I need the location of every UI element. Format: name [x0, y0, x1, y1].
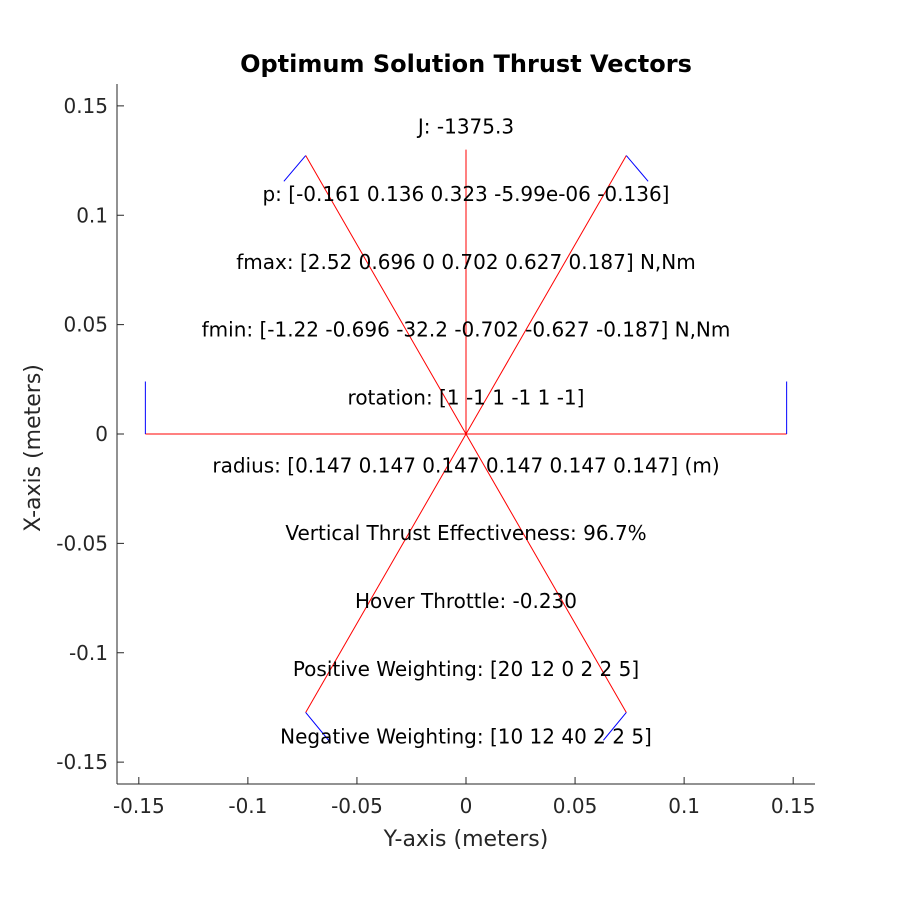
- y-tick-label: 0.1: [76, 203, 108, 227]
- x-tick-label: 0.15: [771, 794, 816, 818]
- x-tick-label: 0.05: [553, 794, 598, 818]
- plot-marks: [144, 149, 788, 741]
- y-tick-label: 0.15: [63, 94, 108, 118]
- x-axis-label: Y-axis (meters): [383, 827, 549, 852]
- series-line-11: [305, 712, 329, 741]
- y-tick-label: -0.05: [56, 531, 108, 555]
- y-tick-label: 0.05: [63, 313, 108, 337]
- series-line-8: [625, 155, 649, 182]
- x-tick-label: -0.05: [331, 794, 383, 818]
- series-line-12: [603, 712, 627, 741]
- annotation-4: rotation: [1 -1 1 -1 1 -1]: [348, 386, 585, 410]
- x-tick-label: 0: [460, 794, 473, 818]
- series-line-9: [283, 155, 307, 182]
- series-line-1: [465, 155, 627, 435]
- y-tick-label: -0.15: [56, 750, 108, 774]
- annotation-3: fmin: [-1.22 -0.696 -32.2 -0.702 -0.627 …: [202, 318, 731, 342]
- annotation-2: fmax: [2.52 0.696 0 0.702 0.627 0.187] N…: [236, 250, 696, 274]
- series-line-5: [465, 433, 627, 713]
- axes: -0.15 -0.1 -0.05 0 0.05 0.1 0.15 0.15 0.1 0.05 0 -0…: [56, 84, 815, 818]
- annotation-0: J: -1375.3: [416, 114, 514, 138]
- y-tick-label: 0: [95, 422, 108, 446]
- x-tick-label: -0.1: [228, 794, 267, 818]
- y-axis-label: X-axis (meters): [21, 364, 46, 532]
- y-tick-label: -0.1: [69, 641, 108, 665]
- chart-title: Optimum Solution Thrust Vectors: [240, 50, 692, 78]
- series-line-2: [305, 155, 467, 435]
- annotation-8: Positive Weighting: [20 12 0 2 2 5]: [293, 657, 639, 681]
- annotation-7: Hover Throttle: -0.230: [355, 589, 577, 613]
- x-tick-label: 0.1: [668, 794, 700, 818]
- annotation-6: Vertical Thrust Effectiveness: 96.7%: [285, 521, 646, 545]
- annotation-9: Negative Weighting: [10 12 40 2 2 5]: [280, 725, 652, 749]
- annotations: J: -1375.3 p: [-0.161 0.136 0.323 -5.99e-…: [202, 114, 731, 748]
- annotation-5: radius: [0.147 0.147 0.147 0.147 0.147 0…: [212, 453, 719, 477]
- series-line-4: [305, 433, 467, 713]
- x-tick-label: -0.15: [113, 794, 165, 818]
- annotation-1: p: [-0.161 0.136 0.323 -5.99e-06 -0.136]: [262, 182, 669, 206]
